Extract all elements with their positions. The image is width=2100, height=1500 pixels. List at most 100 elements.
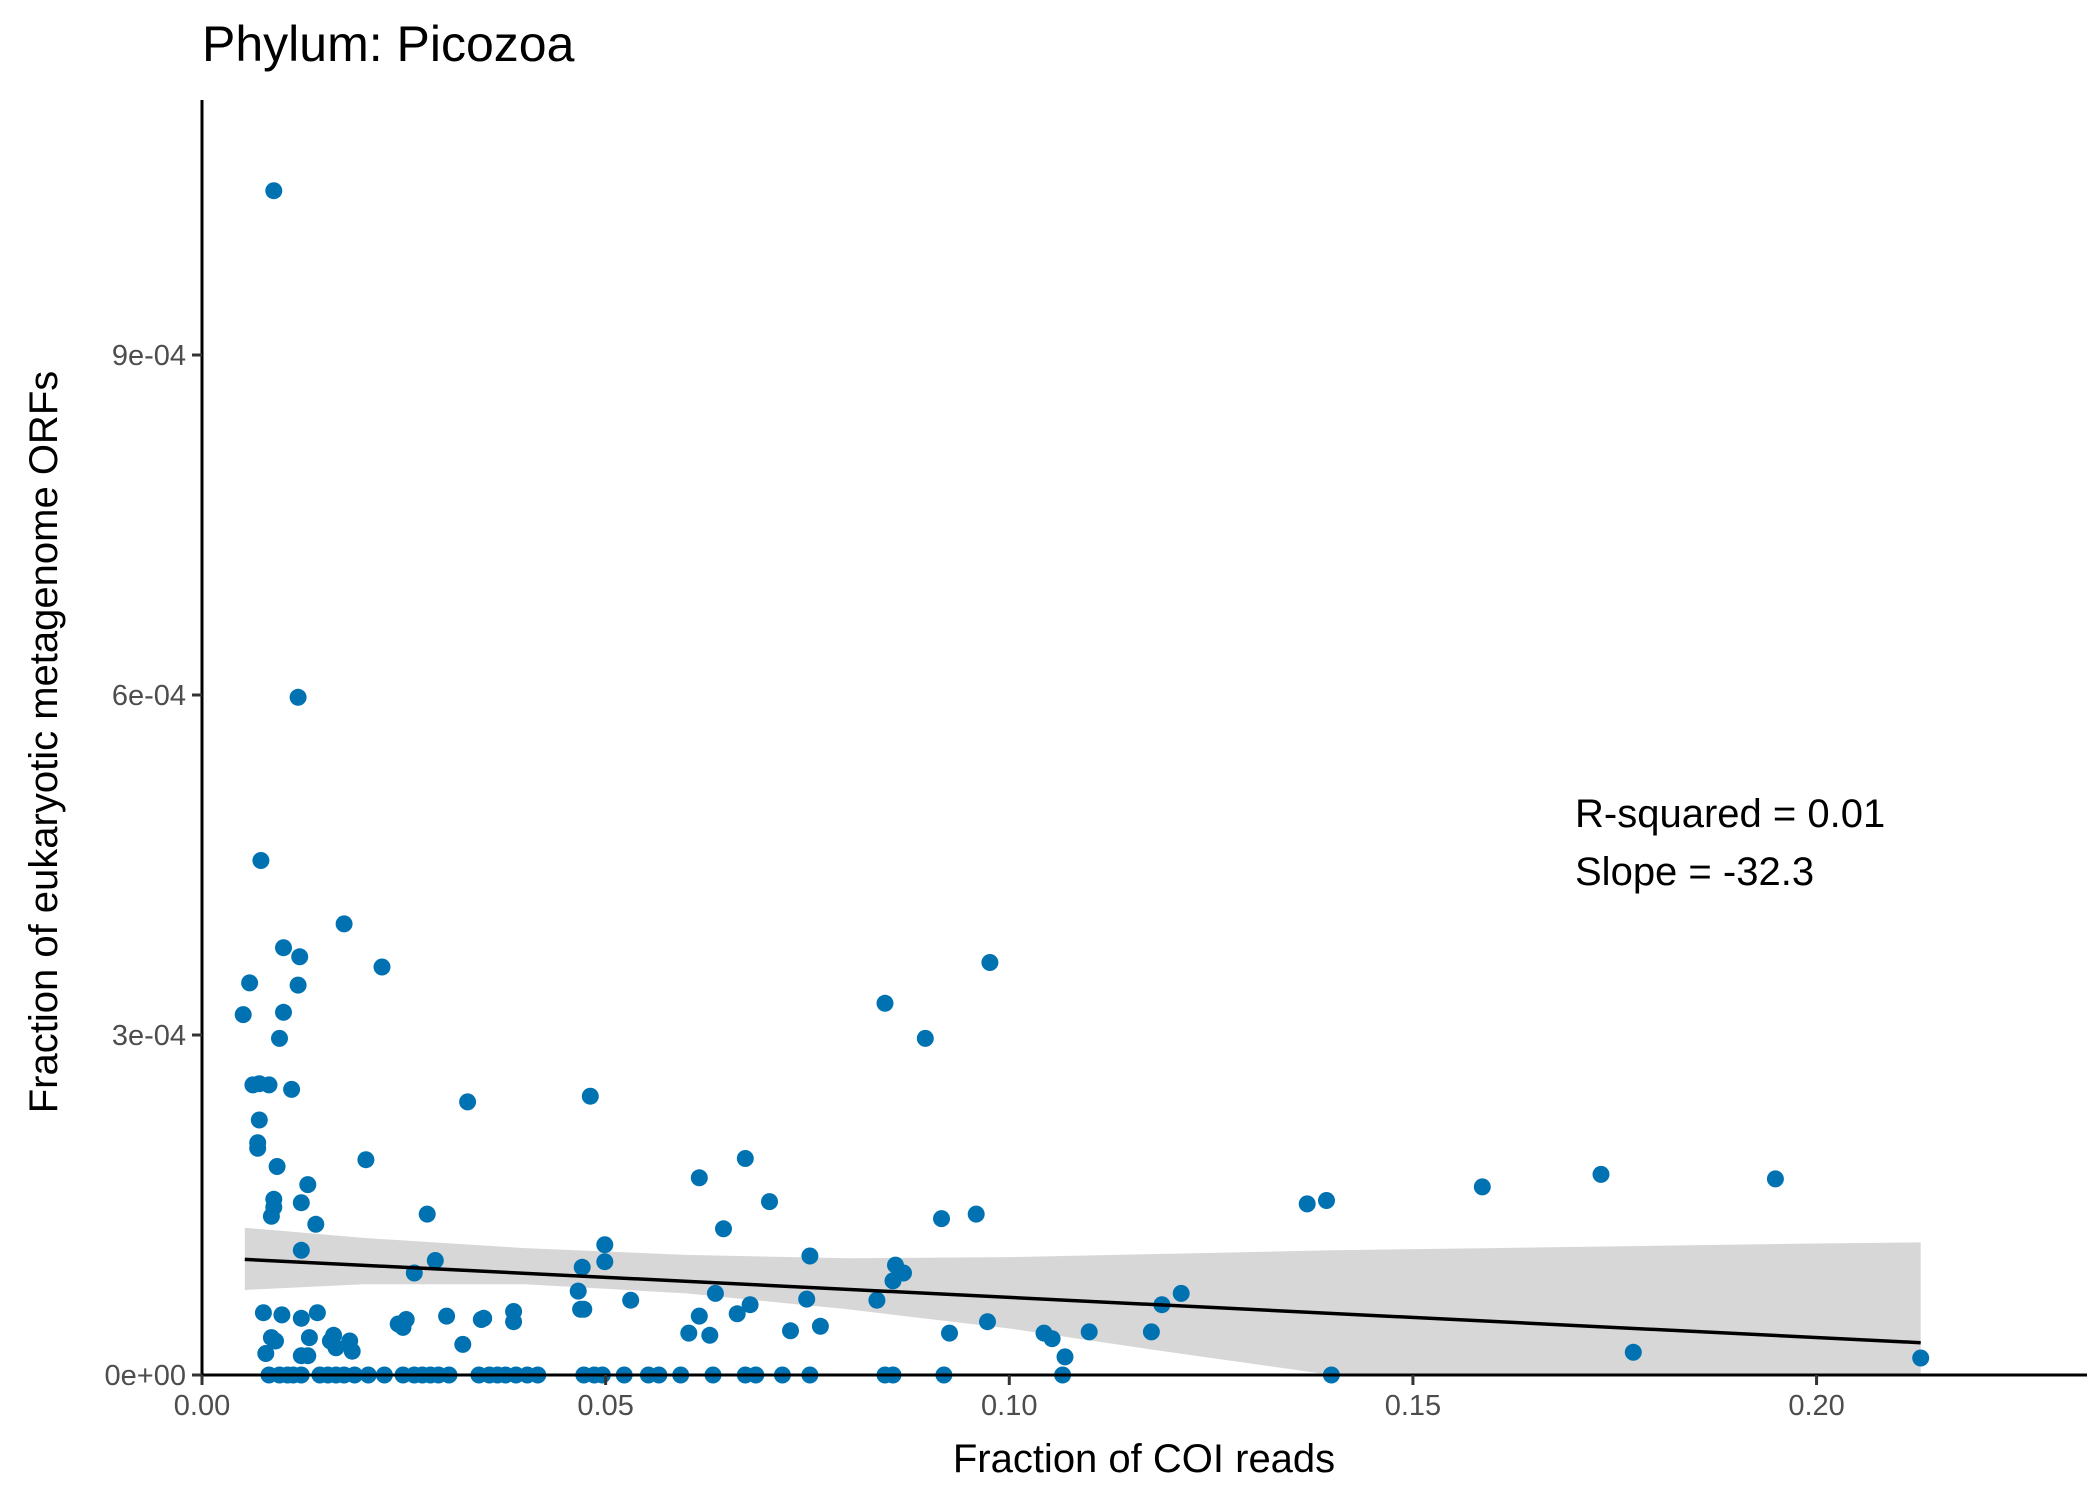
data-point [250, 1111, 268, 1129]
data-point [343, 1342, 361, 1360]
x-tick-label: 0.05 [577, 1390, 633, 1422]
r-squared-annotation: R-squared = 0.01 [1575, 792, 1885, 836]
data-point [475, 1309, 493, 1327]
data-point [327, 1339, 345, 1357]
data-point [868, 1291, 886, 1309]
data-point [300, 1329, 318, 1347]
data-point [941, 1324, 958, 1342]
data-point [573, 1258, 591, 1276]
data-point [271, 1029, 288, 1047]
data-point [357, 1151, 375, 1169]
data-point [335, 915, 353, 933]
data-point [596, 1236, 614, 1254]
data-point [798, 1290, 816, 1308]
y-tick-label: 6e-04 [112, 680, 186, 712]
data-point [1142, 1323, 1160, 1341]
data-point [438, 1307, 456, 1325]
data-point [292, 1194, 310, 1212]
data-point [1318, 1192, 1335, 1209]
y-axis-label: Fraction of eukaryotic metagenome ORFs [22, 371, 66, 1114]
data-point [241, 974, 259, 992]
data-point [801, 1247, 819, 1265]
data-point [690, 1169, 708, 1187]
data-point [505, 1313, 523, 1331]
data-point [1912, 1349, 1930, 1367]
data-point [234, 1006, 252, 1024]
data-point [373, 958, 391, 976]
data-point [967, 1205, 985, 1223]
data-point [1172, 1284, 1190, 1302]
data-point [1080, 1323, 1098, 1341]
data-point [459, 1093, 477, 1111]
data-point [267, 1332, 284, 1350]
data-point [715, 1220, 732, 1238]
data-point [299, 1176, 317, 1194]
chart-title: Phylum: Picozoa [202, 16, 575, 72]
data-point [394, 1318, 412, 1336]
slope-annotation: Slope = -32.3 [1575, 850, 1814, 894]
data-point [249, 1139, 267, 1157]
fit-line [244, 1257, 1921, 1345]
data-point [1056, 1348, 1074, 1366]
data-point [418, 1205, 436, 1223]
data-point [728, 1305, 746, 1323]
y-tick-label: 0e+00 [105, 1360, 186, 1392]
data-point [1473, 1178, 1491, 1196]
data-point [289, 688, 307, 706]
data-point [569, 1282, 587, 1300]
data-point [690, 1307, 708, 1325]
data-point [701, 1326, 719, 1344]
data-point [575, 1300, 593, 1318]
data-point [308, 1304, 326, 1322]
x-tick-label: 0.15 [1385, 1390, 1441, 1422]
data-point [761, 1193, 778, 1211]
data-point [622, 1291, 640, 1309]
data-point [260, 1076, 278, 1094]
data-point [811, 1317, 829, 1335]
data-point [289, 976, 307, 994]
x-tick-label: 0.00 [174, 1390, 230, 1422]
data-point [933, 1210, 950, 1228]
y-axis-ticks: 0e+00 3e-04 6e-04 9e-04 [105, 340, 202, 1392]
data-point [1592, 1165, 1610, 1183]
data-point [299, 1347, 317, 1365]
data-point [307, 1215, 325, 1233]
regression-line [244, 1257, 1921, 1345]
data-point [741, 1296, 759, 1314]
data-point [706, 1284, 724, 1302]
data-point [1298, 1195, 1316, 1213]
data-point [979, 1313, 996, 1331]
x-tick-label: 0.10 [981, 1390, 1037, 1422]
data-point [1766, 1170, 1784, 1188]
data-point [257, 1345, 275, 1362]
data-points [234, 182, 1930, 1384]
data-point [265, 182, 283, 200]
data-point [581, 1087, 599, 1105]
data-point [1043, 1330, 1061, 1348]
data-point [252, 852, 270, 869]
data-point [454, 1335, 472, 1353]
y-tick-label: 9e-04 [112, 340, 186, 372]
data-point [916, 1029, 934, 1047]
data-point [876, 994, 894, 1012]
data-point [680, 1324, 698, 1342]
data-point [254, 1304, 272, 1322]
x-axis-label: Fraction of COI reads [953, 1437, 1335, 1481]
data-point [268, 1158, 286, 1175]
x-axis-ticks: 0.00 0.05 0.10 0.15 0.20 [174, 1375, 1845, 1422]
data-point [736, 1150, 754, 1167]
data-point [981, 954, 999, 971]
data-point [283, 1080, 301, 1098]
data-point [292, 1309, 310, 1327]
data-point [275, 1003, 292, 1021]
data-point [273, 1306, 291, 1324]
data-point [426, 1252, 444, 1269]
data-point [884, 1272, 902, 1290]
y-tick-label: 3e-04 [112, 1020, 186, 1052]
x-tick-label: 0.20 [1788, 1390, 1844, 1422]
data-point [596, 1253, 614, 1271]
data-point [275, 939, 292, 957]
data-point [291, 948, 309, 966]
data-point [262, 1207, 280, 1225]
